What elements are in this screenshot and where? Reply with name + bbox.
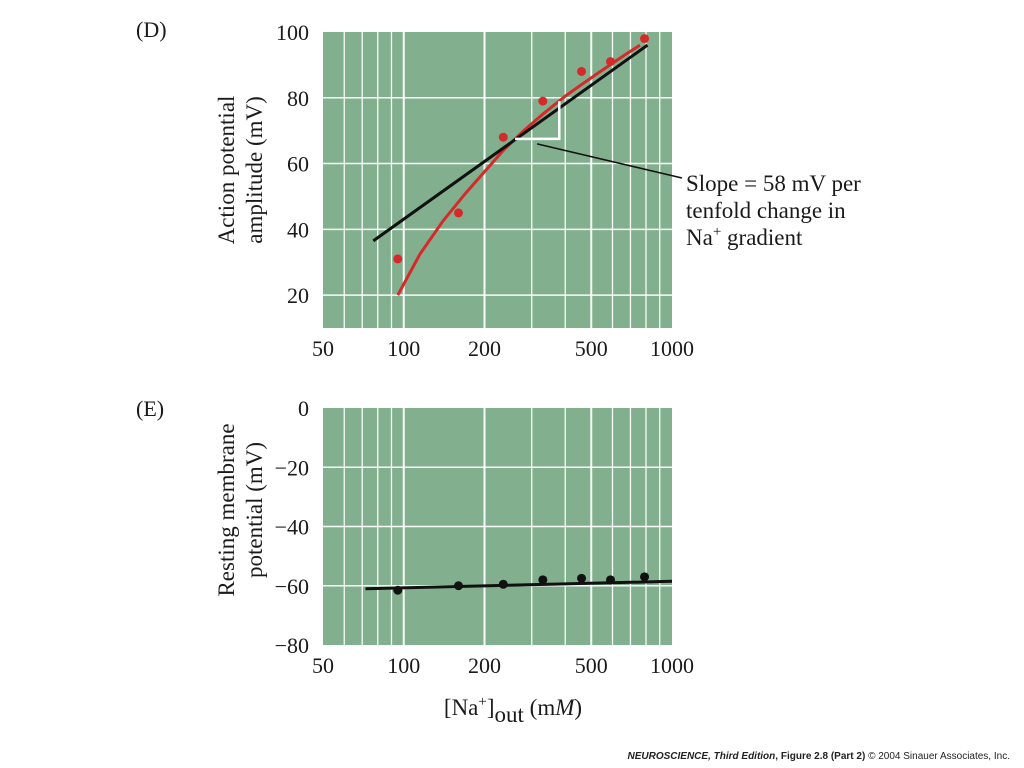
- x-axis-label-unit-italic: M: [554, 695, 576, 720]
- x-axis-label-sup: +: [478, 694, 486, 710]
- data-point: [577, 66, 587, 76]
- annotation-leader-line: [536, 143, 683, 179]
- data-point: [606, 57, 616, 67]
- data-point: [577, 573, 587, 583]
- y-tick-label: 100: [276, 20, 309, 45]
- x-axis-label-sub: out: [495, 702, 525, 727]
- annotation-line-1: Slope = 58 mV per: [686, 171, 861, 196]
- data-point: [454, 581, 464, 591]
- plot-background: [323, 32, 672, 328]
- x-tick-label: 500: [575, 653, 608, 678]
- y-axis-label: Action potential amplitude (mV): [214, 96, 267, 245]
- panel-label: (D): [136, 17, 167, 42]
- x-tick-label: 200: [468, 336, 501, 361]
- data-point: [454, 208, 464, 218]
- data-point: [498, 579, 508, 589]
- y-tick-label: 0: [298, 396, 309, 421]
- y-tick-label: 20: [287, 283, 309, 308]
- x-tick-label: 500: [575, 336, 608, 361]
- credit-copyright: © 2004 Sinauer Associates, Inc.: [865, 751, 1010, 762]
- credit-edition: , Third Edition: [708, 751, 776, 762]
- x-axis-label-close: ]: [487, 695, 495, 720]
- x-tick-label: 1000: [650, 653, 694, 678]
- annotation-na: Na: [686, 225, 713, 250]
- x-tick-label: 100: [387, 653, 420, 678]
- figure-credit: NEUROSCIENCE, Third Edition, Figure 2.8 …: [627, 751, 1010, 762]
- x-tick-label: 50: [312, 653, 334, 678]
- data-point: [606, 575, 616, 585]
- x-tick-label: 100: [387, 336, 420, 361]
- y-axis-label-line: Action potential: [214, 96, 239, 245]
- y-tick-label: 80: [287, 86, 309, 111]
- annotation-superscript: +: [713, 224, 721, 240]
- y-axis-label-line: Resting membrane: [214, 423, 239, 596]
- credit-book: NEUROSCIENCE: [627, 751, 709, 762]
- y-tick-label: 60: [287, 152, 309, 177]
- x-tick-label: 200: [468, 653, 501, 678]
- data-point: [640, 572, 650, 582]
- x-tick-label: 50: [312, 336, 334, 361]
- panel-label: (E): [136, 396, 164, 421]
- annotation-line-3: Na+ gradient: [686, 224, 803, 250]
- y-tick-label: −60: [275, 574, 309, 599]
- fit-line: [372, 43, 649, 243]
- y-axis-label-line: amplitude (mV): [242, 96, 267, 244]
- data-point: [538, 575, 548, 585]
- data-point: [538, 96, 548, 106]
- credit-figure: , Figure 2.8 (Part 2): [775, 751, 866, 762]
- y-tick-label: −40: [275, 515, 309, 540]
- y-tick-label: −80: [275, 633, 309, 658]
- slope-triangle: [515, 101, 561, 141]
- annotation-tail: gradient: [721, 225, 803, 250]
- y-tick-label: 40: [287, 217, 309, 242]
- y-tick-label: −20: [275, 455, 309, 480]
- y-axis-label-line: potential (mV): [242, 442, 267, 578]
- x-axis-label: [Na+]out (mM): [444, 694, 582, 727]
- data-point: [393, 585, 403, 595]
- grid-lines: [323, 32, 672, 328]
- data-point: [640, 34, 650, 44]
- x-axis-label-open: [Na: [444, 695, 478, 720]
- data-point: [498, 132, 508, 142]
- grid-lines: [323, 408, 672, 645]
- fit-line: [365, 579, 673, 591]
- x-tick-label: 1000: [650, 336, 694, 361]
- panel-d: 20 40 60 80 100 50 100 200 500 1000 (D) Action pote…: [136, 17, 861, 361]
- x-axis-label-unit: (m: [524, 695, 555, 720]
- x-axis-label-unit-close: ): [574, 695, 582, 720]
- annotation-line-2: tenfold change in: [686, 198, 846, 223]
- data-point: [393, 254, 403, 264]
- y-axis-label: Resting membrane potential (mV): [214, 423, 267, 596]
